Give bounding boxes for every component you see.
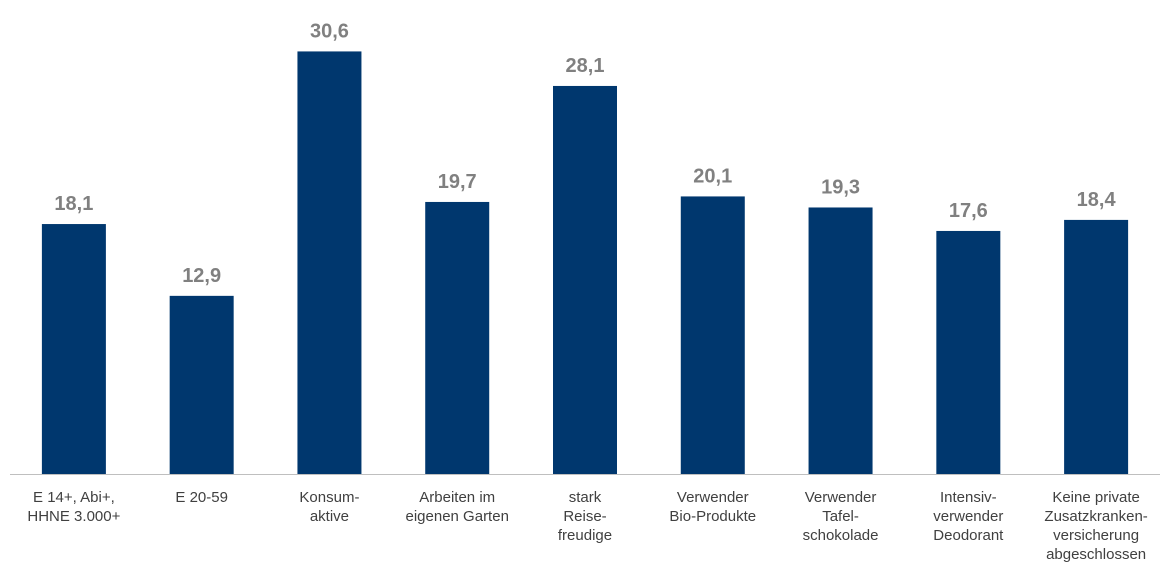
category-label: E 20-59 — [175, 489, 228, 506]
category-label-line: Konsum- — [299, 489, 359, 506]
category-label-line: Tafel- — [822, 508, 859, 525]
category-label-line: verwender — [933, 508, 1003, 525]
category-label: Verwender Tafel-schokolade — [803, 489, 879, 544]
bar-value-label: 12,9 — [182, 265, 221, 287]
value-labels: 18,1 12,9 30,6 19,7 28,1 20,1 19,3 17,6 18,4 — [54, 20, 1116, 286]
category-label-line: aktive — [310, 508, 349, 525]
bar-value-label: 19,3 — [821, 176, 860, 198]
category-label-line: schokolade — [803, 527, 879, 544]
bar-value-label: 20,1 — [693, 165, 732, 187]
bar — [297, 51, 362, 475]
category-label-line: eigenen Garten — [406, 508, 509, 525]
bar — [680, 196, 745, 474]
category-label: Keine private Zusatzkranken-versicherung a… — [1044, 489, 1147, 563]
bar — [41, 224, 106, 474]
bar-value-label: 18,4 — [1077, 189, 1117, 211]
bar — [1064, 219, 1129, 474]
category-label-line: versicherung — [1053, 527, 1139, 544]
category-label-line: Deodorant — [933, 527, 1004, 544]
bar-value-label: 28,1 — [566, 55, 605, 77]
category-label-line: Zusatzkranken- — [1044, 508, 1147, 525]
bar — [936, 230, 1001, 474]
category-label-line: abgeschlossen — [1046, 546, 1146, 563]
bar-value-label: 17,6 — [949, 200, 988, 222]
category-label: Konsum-aktive — [299, 489, 359, 525]
category-label-line: HHNE 3.000+ — [27, 508, 120, 525]
bars — [41, 51, 1129, 475]
category-label: Arbeiten im eigenen Garten — [406, 489, 509, 525]
bar — [425, 201, 490, 474]
category-label-line: Verwender — [805, 489, 877, 506]
category-label-line: Reise- — [563, 508, 606, 525]
category-labels: E 14+, Abi+, HHNE 3.000+ E 20-59 Konsum-akt… — [27, 489, 1147, 563]
category-label-line: E 14+, Abi+, — [33, 489, 115, 506]
bar — [169, 295, 234, 474]
bar-value-label: 30,6 — [310, 20, 349, 42]
category-label: stark Reise-freudige — [558, 489, 612, 544]
category-label-line: E 20-59 — [175, 489, 228, 506]
category-label: E 14+, Abi+, HHNE 3.000+ — [27, 489, 120, 525]
category-label: Verwender Bio-Produkte — [669, 489, 756, 525]
bar — [553, 85, 617, 474]
category-label-line: Bio-Produkte — [669, 508, 756, 525]
category-label: Intensiv-verwender Deodorant — [933, 489, 1004, 544]
category-label-line: Keine private — [1052, 489, 1140, 506]
category-label-line: Intensiv- — [940, 489, 997, 506]
bar-value-label: 19,7 — [438, 171, 477, 193]
bar — [808, 207, 873, 474]
category-label-line: Arbeiten im — [419, 489, 495, 506]
category-label-line: Verwender — [677, 489, 749, 506]
bar-value-label: 18,1 — [54, 193, 93, 215]
category-label-line: freudige — [558, 527, 612, 544]
category-label-line: stark — [569, 489, 602, 506]
